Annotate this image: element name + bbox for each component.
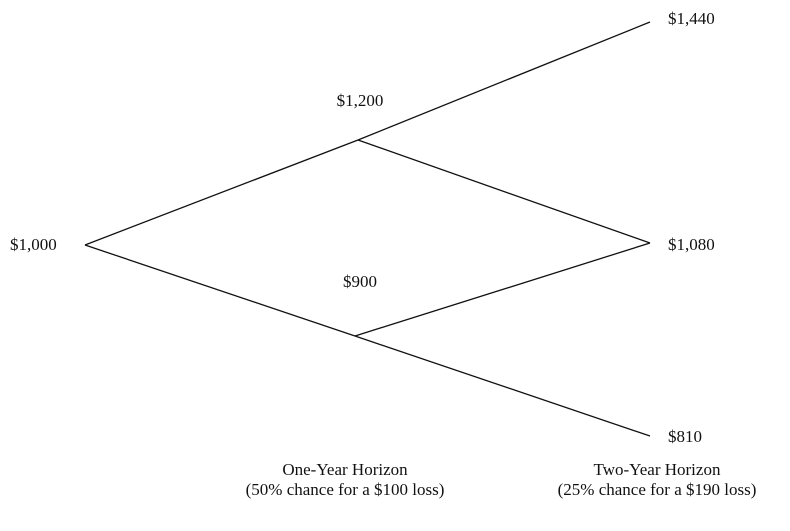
branch <box>357 21 651 141</box>
node-label: $1,440 <box>668 9 715 28</box>
node-label: $1,200 <box>337 91 384 110</box>
branch <box>84 139 359 246</box>
branches <box>84 21 651 437</box>
node-label: $900 <box>343 272 377 291</box>
horizon-subtitle: (50% chance for a $100 loss) <box>246 480 445 499</box>
branch <box>84 244 356 337</box>
branch <box>354 335 651 437</box>
horizon-title: Two-Year Horizon <box>594 460 721 479</box>
branch <box>357 139 651 244</box>
node-label: $1,080 <box>668 235 715 254</box>
horizon-title: One-Year Horizon <box>282 460 408 479</box>
node-label: $810 <box>668 427 702 446</box>
node-label: $1,000 <box>10 235 57 254</box>
branch <box>354 242 651 337</box>
horizon-subtitle: (25% chance for a $190 loss) <box>558 480 757 499</box>
